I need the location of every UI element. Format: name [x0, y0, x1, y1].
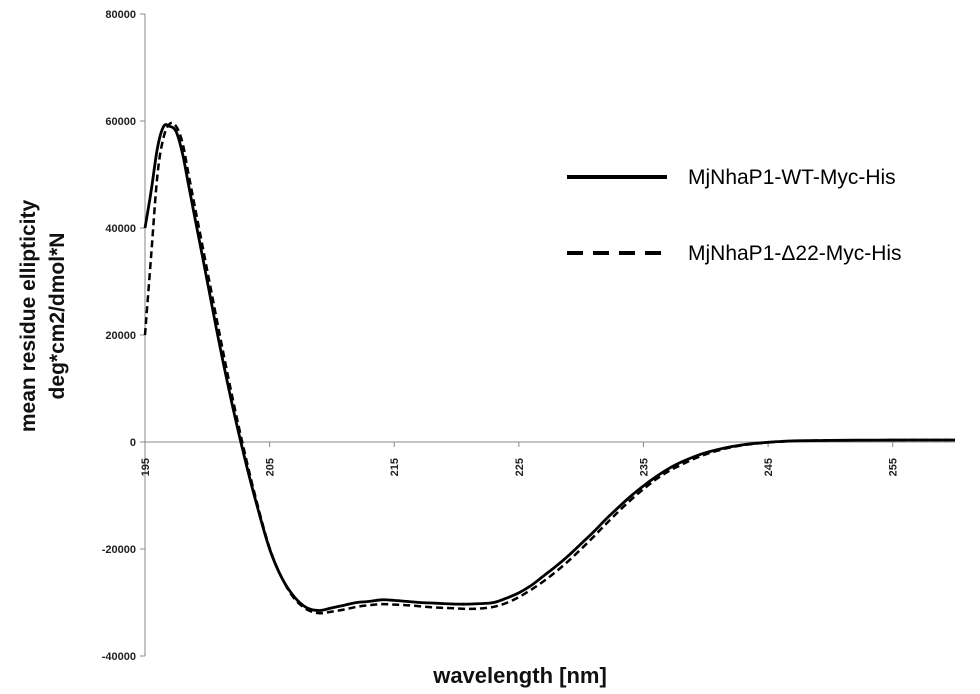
y-axis-title: mean residue ellipticity deg*cm2/dmol*N — [17, 200, 69, 433]
x-tick-label: 195 — [140, 458, 152, 476]
legend-label-delta22: MjNhaP1-Δ22-Myc-His — [688, 242, 902, 265]
x-tick-label: 225 — [514, 458, 526, 476]
y-axis-title-line-2: deg*cm2/dmol*N — [46, 233, 69, 400]
x-tick-label: 205 — [265, 458, 277, 476]
x-axis-title: wavelength [nm] — [432, 663, 607, 688]
y-tick-label: 80000 — [105, 9, 136, 21]
y-tick-label: 60000 — [105, 116, 136, 128]
x-tick-label: 255 — [888, 458, 900, 476]
x-tick-label: 245 — [763, 458, 775, 476]
y-tick-group: 80000 60000 40000 20000 0 -20000 -40000 — [102, 9, 145, 663]
series-line-delta22 — [143, 121, 955, 615]
y-axis-title-line-1: mean residue ellipticity — [17, 200, 40, 433]
y-tick-label: 20000 — [105, 330, 136, 342]
y-tick-label: -20000 — [102, 544, 136, 556]
y-tick-label: 40000 — [105, 223, 136, 235]
legend-label-wt: MjNhaP1-WT-Myc-His — [688, 166, 896, 189]
x-tick-label: 235 — [638, 458, 650, 476]
x-tick-group: 195 205 215 225 235 245 255 — [140, 442, 900, 476]
y-tick-label: 0 — [130, 437, 136, 449]
y-tick-label: -40000 — [102, 651, 136, 663]
series-group — [143, 121, 955, 615]
x-tick-label: 215 — [389, 458, 401, 476]
legend: MjNhaP1-WT-Myc-His MjNhaP1-Δ22-Myc-His — [567, 166, 902, 265]
